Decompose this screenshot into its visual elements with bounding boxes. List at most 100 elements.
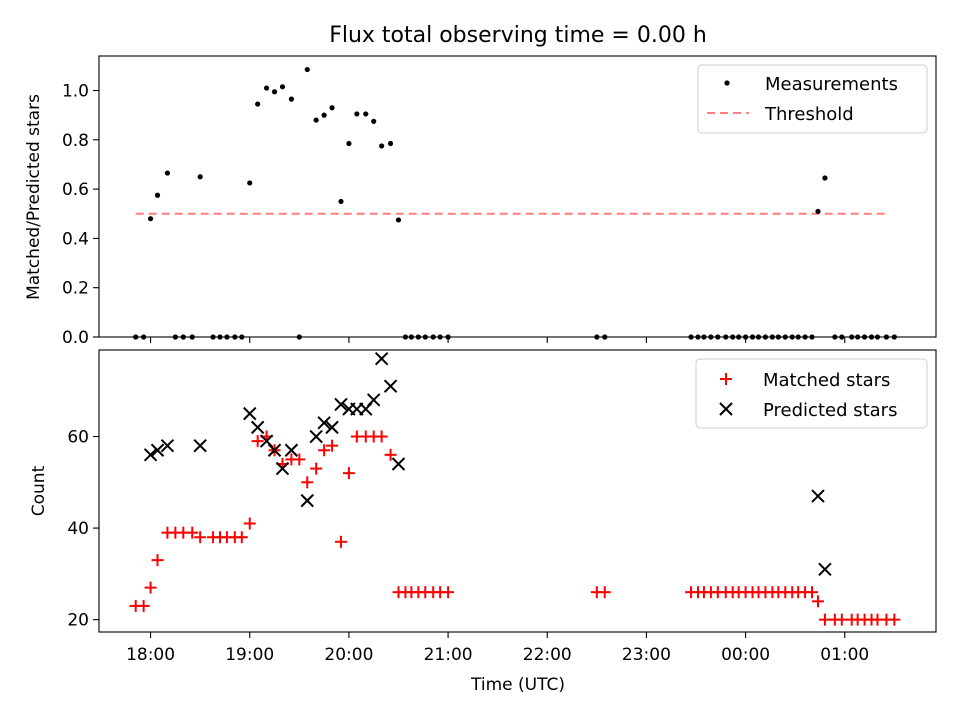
matched-star-point bbox=[384, 448, 397, 461]
measurement-point bbox=[141, 334, 147, 340]
measurement-point bbox=[769, 334, 775, 340]
predicted-star-point bbox=[818, 562, 832, 576]
measurement-point bbox=[387, 140, 394, 147]
top-y-tick-label: 0.0 bbox=[62, 328, 89, 348]
measurement-point bbox=[346, 140, 352, 147]
predicted-stars-series bbox=[143, 351, 832, 576]
legend-predicted-marker bbox=[719, 402, 733, 416]
bottom-y-ticks: 20 40 60 bbox=[67, 428, 99, 631]
bottom-y-tick-label: 60 bbox=[67, 428, 89, 448]
measurement-point bbox=[338, 198, 344, 205]
x-tick-label: 19:00 bbox=[225, 645, 274, 665]
measurement-point bbox=[701, 334, 707, 340]
measurement-point bbox=[232, 334, 238, 340]
measurement-point bbox=[329, 105, 335, 111]
x-tick-label: 22:00 bbox=[523, 645, 572, 665]
measurement-point bbox=[755, 334, 762, 340]
predicted-star-point bbox=[275, 461, 290, 476]
top-legend: Measurements Threshold bbox=[697, 64, 928, 134]
predicted-star-point bbox=[383, 379, 398, 393]
measurement-point bbox=[762, 334, 769, 340]
chart-title: Flux total observing time = 0.00 h bbox=[329, 23, 707, 48]
measurement-point bbox=[217, 334, 223, 340]
measurement-point bbox=[742, 334, 749, 340]
measurement-point bbox=[839, 334, 845, 340]
bottom-panel: 20 40 60 18:00 19:00 20:00 21:00 22:00 23:00 00:… bbox=[29, 349, 937, 695]
measurement-point bbox=[430, 334, 436, 340]
top-y-tick-label: 1.0 bbox=[62, 82, 89, 102]
measurement-point bbox=[795, 334, 801, 340]
measurement-point bbox=[809, 334, 815, 340]
top-y-axis-label: Matched/Predicted stars bbox=[24, 94, 44, 300]
predicted-star-point bbox=[366, 393, 381, 407]
legend-threshold-label: Threshold bbox=[764, 104, 854, 125]
measurement-point bbox=[891, 334, 897, 340]
measurement-point bbox=[255, 101, 261, 107]
matched-star-point bbox=[194, 531, 207, 544]
top-y-ticks: 0.0 0.2 0.4 0.6 0.8 1.0 bbox=[62, 82, 99, 348]
measurement-point bbox=[288, 96, 294, 102]
predicted-star-point bbox=[391, 457, 406, 471]
bottom-x-ticks: 18:00 19:00 20:00 21:00 22:00 23:00 00:00 01:00 bbox=[126, 632, 869, 665]
measurement-point bbox=[321, 112, 327, 118]
measurement-point bbox=[815, 208, 821, 214]
matched-star-point bbox=[342, 467, 355, 480]
measurement-point bbox=[247, 180, 253, 186]
predicted-star-point bbox=[334, 397, 348, 412]
x-tick-label: 20:00 bbox=[324, 645, 373, 665]
predicted-star-point bbox=[811, 489, 825, 503]
matched-stars-series bbox=[129, 430, 901, 626]
matched-star-point bbox=[598, 586, 611, 599]
measurement-point bbox=[849, 334, 855, 340]
measurement-point bbox=[749, 334, 756, 340]
measurement-point bbox=[279, 84, 286, 90]
measurements-series bbox=[133, 66, 897, 340]
measurement-point bbox=[408, 334, 414, 340]
measurement-point bbox=[832, 334, 838, 340]
matched-star-point bbox=[293, 453, 306, 466]
measurement-point bbox=[736, 334, 742, 340]
matched-star-point bbox=[375, 430, 388, 443]
matched-star-point bbox=[151, 554, 164, 567]
measurement-point bbox=[154, 192, 161, 198]
matched-star-point bbox=[811, 595, 824, 608]
legend-measurements-label: Measurements bbox=[765, 74, 898, 95]
top-y-tick-label: 0.8 bbox=[62, 131, 89, 151]
x-tick-label: 18:00 bbox=[126, 645, 175, 665]
measurement-point bbox=[402, 334, 409, 340]
matched-star-point bbox=[326, 439, 339, 452]
measurement-point bbox=[874, 334, 881, 340]
measurement-point bbox=[861, 334, 868, 340]
measurement-point bbox=[594, 334, 600, 340]
predicted-star-point bbox=[193, 438, 207, 453]
matched-star-point bbox=[186, 526, 199, 539]
measurement-point bbox=[883, 334, 890, 340]
predicted-star-point bbox=[317, 416, 331, 430]
x-axis-label: Time (UTC) bbox=[470, 675, 565, 695]
top-axes-frame bbox=[98, 55, 937, 338]
measurement-point bbox=[715, 334, 721, 340]
matched-star-point bbox=[251, 435, 264, 448]
measurement-point bbox=[868, 334, 875, 340]
measurement-point bbox=[602, 334, 608, 340]
measurement-point bbox=[730, 334, 736, 340]
matched-star-point bbox=[310, 462, 323, 475]
matched-star-point bbox=[137, 599, 150, 612]
matched-star-point bbox=[144, 581, 157, 594]
bottom-legend: Matched stars Predicted stars bbox=[695, 358, 928, 429]
measurement-point bbox=[296, 334, 302, 340]
matched-star-point bbox=[888, 613, 901, 626]
predicted-star-point bbox=[309, 429, 323, 444]
measurement-point bbox=[445, 334, 451, 340]
predicted-star-point bbox=[143, 448, 158, 462]
legend-measurements-marker bbox=[724, 80, 730, 86]
measurement-point bbox=[263, 85, 270, 91]
legend-matched-marker bbox=[720, 373, 732, 385]
measurement-point bbox=[197, 174, 203, 180]
measurement-point bbox=[313, 117, 319, 123]
measurement-point bbox=[822, 175, 828, 181]
measurement-point bbox=[224, 334, 230, 340]
measurement-point bbox=[695, 334, 701, 340]
predicted-star-point bbox=[250, 420, 265, 435]
